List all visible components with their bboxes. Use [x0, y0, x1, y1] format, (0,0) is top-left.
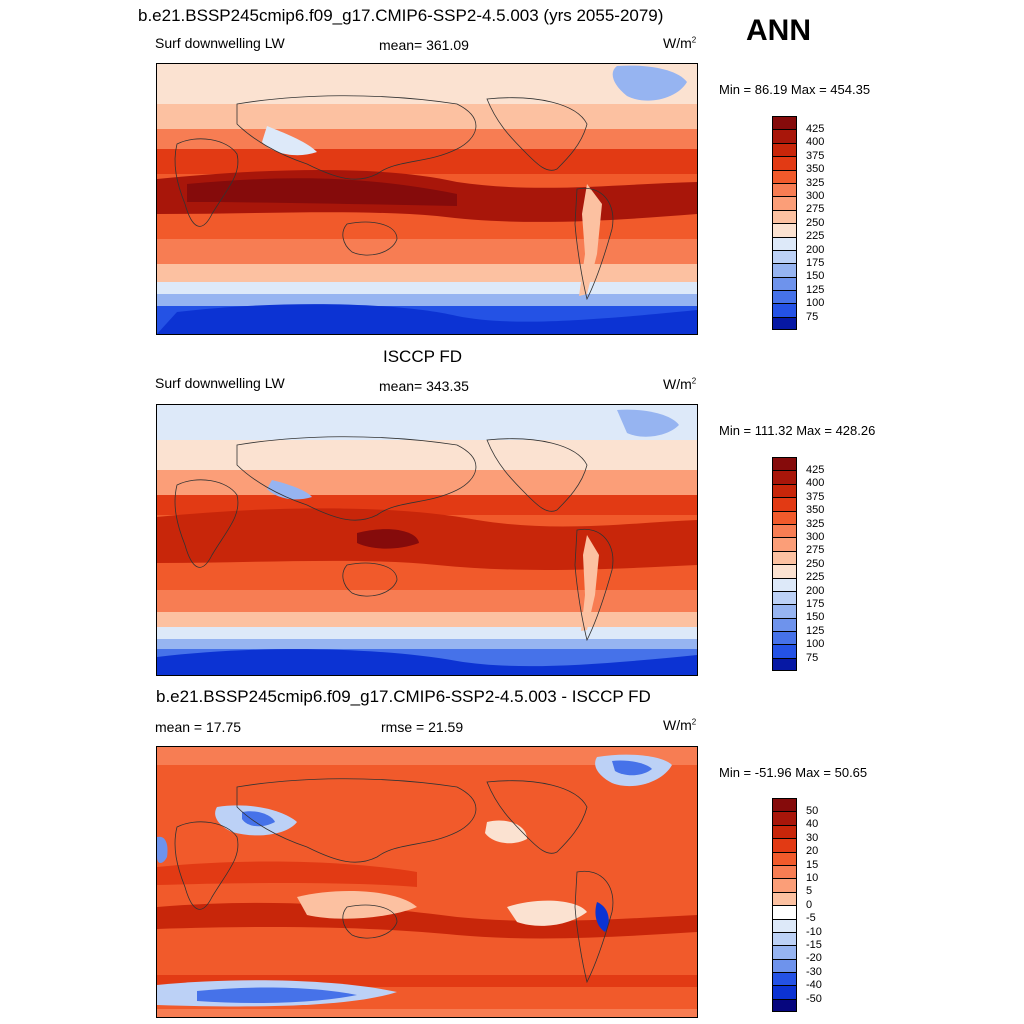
colorbar-tick-label: -20: [806, 952, 822, 965]
colorbar-tick-label: -15: [806, 939, 822, 951]
colorbar-tick-label: 325: [806, 176, 825, 189]
panel3-mean-label: mean = 17.75: [155, 719, 242, 735]
colorbar-tick-label: 275: [806, 544, 825, 557]
panel3-colorbar: [772, 798, 797, 1013]
colorbar-tick-label: 30: [806, 831, 819, 844]
panel1-units: W/m2: [663, 35, 697, 51]
colorbar-tick-label: 425: [806, 123, 825, 135]
panel3-map: [156, 746, 698, 1018]
colorbar-tick-label: 200: [806, 584, 825, 597]
panel1-colorbar: [772, 116, 797, 331]
colorbar-tick-label: 40: [806, 818, 819, 831]
panel1-title: b.e21.BSSP245cmip6.f09_g17.CMIP6-SSP2-4.…: [138, 6, 664, 25]
colorbar-tick-label: -40: [806, 979, 822, 992]
colorbar-tick-label: -10: [806, 925, 822, 938]
panel1-minmax: Min = 86.19 Max = 454.35: [719, 82, 871, 97]
colorbar-tick-label: 275: [806, 203, 825, 216]
panel1-mean-label: mean= 361.09: [379, 37, 469, 53]
colorbar-tick-label: 75: [806, 651, 819, 664]
panel3-rmse-label: rmse = 21.59: [381, 719, 464, 735]
panel2-map: [156, 404, 698, 676]
colorbar-tick-label: 100: [806, 638, 825, 651]
colorbar-tick-label: 200: [806, 243, 825, 256]
panel2-variable-label: Surf downwelling LW: [155, 375, 285, 391]
panel3-title: b.e21.BSSP245cmip6.f09_g17.CMIP6-SSP2-4.…: [156, 687, 651, 706]
season-label: ANN: [746, 14, 811, 47]
colorbar-tick-label: 375: [806, 490, 825, 503]
colorbar-tick-label: 5: [806, 885, 813, 898]
colorbar-tick-label: 150: [806, 270, 825, 283]
colorbar-tick-label: 125: [806, 624, 825, 637]
colorbar-tick-label: 350: [806, 163, 825, 176]
colorbar-tick-label: 225: [806, 571, 825, 584]
panel1-variable-label: Surf downwelling LW: [155, 35, 285, 51]
colorbar-tick-label: 325: [806, 517, 825, 530]
panel2-title: ISCCP FD: [383, 347, 463, 366]
colorbar-tick-label: 300: [806, 531, 825, 543]
colorbar-tick-label: 400: [806, 477, 825, 490]
colorbar-tick-label: 20: [806, 845, 819, 858]
colorbar-tick-label: -5: [806, 912, 816, 925]
colorbar-tick-label: 175: [806, 598, 825, 610]
panel2-minmax: Min = 111.32 Max = 428.26: [719, 423, 876, 438]
colorbar-tick-label: 300: [806, 190, 825, 202]
colorbar-tick-label: 250: [806, 557, 825, 570]
colorbar-tick-label: 250: [806, 216, 825, 229]
colorbar-tick-label: -30: [806, 965, 822, 978]
panel2-units: W/m2: [663, 376, 697, 392]
panel2-mean-label: mean= 343.35: [379, 378, 469, 394]
colorbar-tick-label: 0: [806, 898, 813, 911]
colorbar-tick-label: 15: [806, 858, 819, 871]
colorbar-tick-label: 50: [806, 805, 819, 817]
panel3-minmax: Min = -51.96 Max = 50.65: [719, 765, 868, 780]
panel1-map: [156, 63, 698, 335]
colorbar-tick-label: 225: [806, 230, 825, 243]
colorbar-tick-label: 400: [806, 136, 825, 149]
colorbar-tick-label: 425: [806, 464, 825, 476]
colorbar-tick-label: 75: [806, 310, 819, 323]
colorbar-tick-label: 375: [806, 149, 825, 162]
colorbar-tick-label: 125: [806, 283, 825, 296]
colorbar-tick-label: 100: [806, 297, 825, 310]
panel2-colorbar: [772, 457, 797, 672]
colorbar-tick-label: -50: [806, 992, 822, 1005]
colorbar-tick-label: 150: [806, 611, 825, 624]
colorbar-tick-label: 350: [806, 504, 825, 517]
colorbar-tick-label: 10: [806, 872, 819, 884]
panel3-units: W/m2: [663, 717, 697, 733]
colorbar-tick-label: 175: [806, 257, 825, 269]
